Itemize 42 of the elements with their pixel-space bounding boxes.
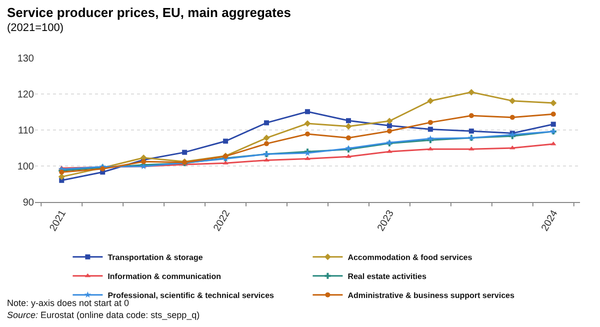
point <box>264 120 270 126</box>
point <box>346 118 351 124</box>
legend-label: Administrative & business support services <box>348 290 515 300</box>
point <box>223 138 228 144</box>
point <box>550 122 556 127</box>
point <box>346 135 351 140</box>
point <box>510 114 515 120</box>
y-tick-label: 90 <box>22 198 34 208</box>
point <box>428 120 433 125</box>
point <box>468 88 475 96</box>
point <box>550 100 557 106</box>
y-tick-label: 120 <box>17 90 34 100</box>
point <box>182 150 188 155</box>
chart-subtitle: (2021=100) <box>7 22 64 34</box>
legend-label: Information & communication <box>108 272 222 281</box>
legend-label: Transportation & storage <box>108 252 204 262</box>
point <box>264 141 270 146</box>
point <box>263 134 270 142</box>
point <box>386 128 392 134</box>
point <box>468 113 474 118</box>
point <box>304 120 311 127</box>
source-note: Source: Eurostat (online data code: sts_sepp_q) <box>7 310 200 320</box>
point <box>386 118 393 124</box>
point <box>305 131 310 136</box>
legend-label: Accommodation & food services <box>348 252 473 262</box>
legend-label: Professional, scientific & technical services <box>108 290 275 300</box>
point <box>550 112 556 117</box>
y-tick-label: 100 <box>17 162 34 172</box>
point <box>386 123 392 128</box>
point <box>58 174 65 180</box>
point <box>509 98 516 104</box>
legend-label: Real estate activities <box>348 272 427 281</box>
y-tick-label: 110 <box>18 126 34 136</box>
point <box>305 109 310 114</box>
point <box>304 156 310 160</box>
point <box>345 123 352 130</box>
point <box>468 128 474 134</box>
chart-title: Service producer prices, EU, main aggregates <box>7 5 291 20</box>
y-tick-label: 130 <box>17 54 34 64</box>
point <box>428 126 433 132</box>
point <box>427 98 434 104</box>
text: Note: y-axis does not start at 0 <box>7 298 130 308</box>
